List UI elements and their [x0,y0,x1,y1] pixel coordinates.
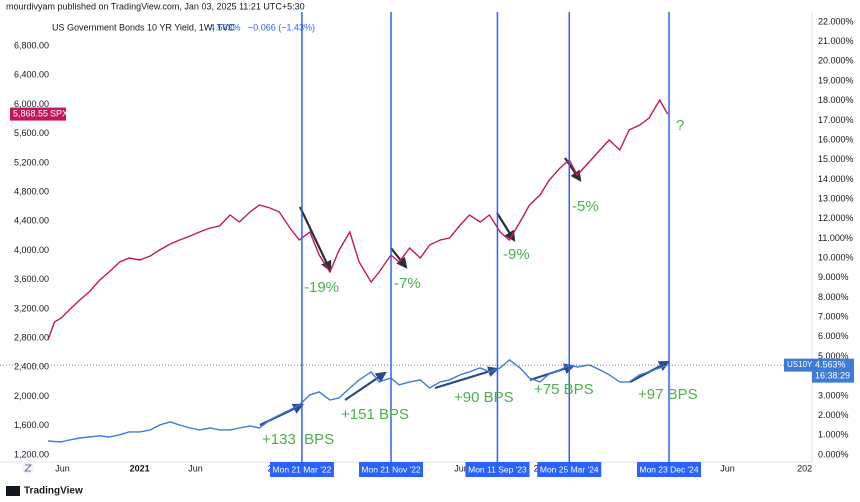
arrow [344,371,387,401]
annotation: +133 BPS [262,431,334,448]
x-tick-label: 2021 [130,463,150,473]
marker-label-box [359,462,424,477]
y-tick-label: 3,200.00 [14,303,49,313]
annotation: -19% [304,279,339,296]
y-tick-label: 5,600.00 [14,128,49,138]
annotation: +151 BPS [341,406,409,423]
price-tag [812,358,854,383]
series-tag-name: US10Y [787,360,813,369]
arrow [390,247,408,269]
y2-tick-label: 16.000% [818,134,854,144]
marker-label: Mon 21 Nov '22 [361,464,421,474]
y2-tick-label: 5.000% [818,351,849,361]
y2-tick-label: 18.000% [818,95,854,105]
y2-tick-label: 13.000% [818,193,854,203]
y-tick-label: 2,000.00 [14,391,49,401]
price-tag-name: SPX [50,108,68,118]
marker-label-box [269,462,334,477]
legend-title: US Government Bonds 10 YR Yield, 1W, TVC [52,22,235,32]
y2-tick-label: 1.000% [818,430,849,440]
arrow [496,212,516,242]
y2-tick-label: 7.000% [818,312,849,322]
marker-label-box [637,462,702,477]
y2-tick-label: 9.000% [818,272,849,282]
y2-tick-label: 8.000% [818,292,849,302]
y-tick-label: 2,800.00 [14,333,49,343]
y-tick-label: 6,000.00 [14,99,49,109]
marker-label: Mon 23 Dec '24 [639,464,699,474]
y-tick-label: 6,400.00 [14,70,49,80]
series-line [47,359,668,443]
legend-value: 4.563% [210,22,241,32]
header: mourdivyam published on TradingView.com,… [6,1,305,11]
y2-tick-label: 0.000% [818,449,849,459]
y2-tick-label: 6.000% [818,331,849,341]
y-tick-label: 4,400.00 [14,216,49,226]
series-line [47,98,669,341]
x-tick-label: Jun [720,463,735,473]
price-tag [10,107,66,121]
logo [6,486,20,496]
y2-tick-label: 2.000% [818,410,849,420]
marker-label-box [537,462,602,477]
zoom-icon [23,464,33,472]
y2-tick-label: 11.000% [818,233,853,243]
annotation: -5% [572,198,599,215]
y-tick-label: 1,600.00 [14,420,49,430]
y-tick-label: 4,000.00 [14,245,49,255]
marker-label: Mon 21 Mar '22 [273,464,332,474]
y2-tick-label: 15.000% [818,154,854,164]
y2-tick-label: 20.000% [818,56,854,66]
annotation: +90 BPS [454,389,514,406]
arrow [434,366,500,390]
marker-label: Mon 11 Sep '23 [468,464,527,474]
series-tag [784,358,812,372]
annotation: +75 BPS [534,381,594,398]
y-tick-label: 4,800.00 [14,186,49,196]
y-tick-label: 3,600.00 [14,274,49,284]
y-tick-label: 1,200.00 [14,449,49,459]
legend-change: −0.066 (−1.43%) [248,22,315,32]
annotation: ? [676,117,684,134]
y-tick-label: 5,200.00 [14,157,49,167]
y-tick-label: 2,400.00 [14,362,49,372]
y2-tick-label: 3.000% [818,390,849,400]
footer: TradingView [24,486,83,497]
x-tick-label: Jun [55,463,70,473]
y2-tick-label: 19.000% [818,75,854,85]
x-tick-label: Jun [188,463,203,473]
y2-tick-label: 21.000% [818,36,854,46]
price-tag-value: 5,868.55 [13,108,48,118]
y2-tick-label: 14.000% [818,174,854,184]
annotation: -9% [503,246,530,263]
x-tick-label: 202 [797,463,812,473]
price-tag-value: 4.563% [815,360,846,370]
y2-tick-label: 22.000% [818,16,854,26]
countdown: 16:38:29 [815,371,850,381]
marker-label-box [465,462,530,477]
y2-tick-label: 12.000% [818,213,854,223]
arrow [299,206,332,272]
y2-tick-label: 10.000% [818,253,854,263]
y-tick-label: 6,800.00 [14,40,49,50]
x-tick-label: Jun [454,463,469,473]
y2-tick-label: 17.000% [818,115,854,125]
marker-label: Mon 25 Mar '24 [540,464,599,474]
annotation: -7% [394,275,421,292]
annotation: +97 BPS [638,386,698,403]
